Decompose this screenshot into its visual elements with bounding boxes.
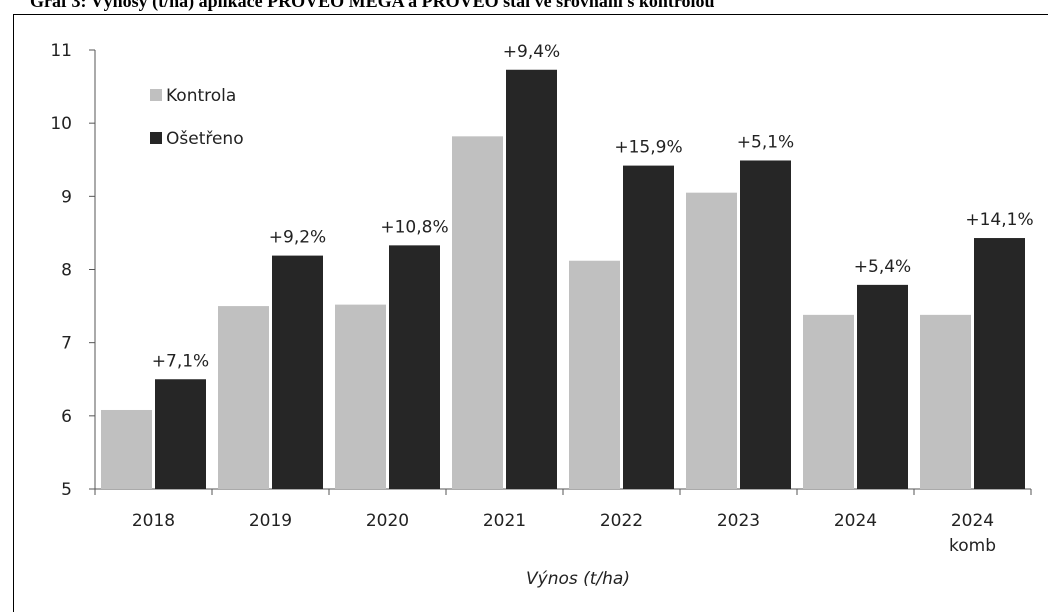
legend-swatch <box>150 89 162 101</box>
legend-swatch <box>150 132 162 144</box>
data-label: +5,4% <box>854 257 911 277</box>
bar-kontrola <box>101 409 152 489</box>
chart-frame <box>13 14 1048 612</box>
data-label: +9,2% <box>269 228 326 248</box>
axes: 5 6 7 8 9 10 11 2018 2019 2020 2021 2022 2023 2024 202… <box>50 41 1032 556</box>
x-tick-label: 2022 <box>600 511 643 531</box>
bar-osetreno <box>857 284 908 489</box>
bar-kontrola <box>920 314 971 489</box>
x-tick-label: 2020 <box>366 511 409 531</box>
data-labels: +7,1% +9,2% +10,8% +9,4% +15,9% +5,1% +5,4% +14… <box>152 42 1034 371</box>
x-tick-label: 2018 <box>132 511 175 531</box>
x-tick-label: 2024 komb <box>949 511 996 556</box>
bar-osetreno <box>623 165 674 489</box>
legend: Kontrola Ošetřeno <box>150 86 244 149</box>
data-label: +5,1% <box>737 132 794 152</box>
data-label: +7,1% <box>152 351 209 371</box>
data-label: +9,4% <box>503 42 560 62</box>
chart-title: Graf 3: Výnosy (t/ha) aplikace PROVEO ME… <box>30 0 715 11</box>
x-tick-label: 2019 <box>249 511 292 531</box>
bar-osetreno <box>506 69 557 489</box>
x-tick-label: 2021 <box>483 511 526 531</box>
x-tick-label: 2024 <box>834 511 877 531</box>
data-label: +14,1% <box>965 210 1033 230</box>
bar-kontrola <box>335 304 386 489</box>
bar-osetreno <box>740 160 791 489</box>
bar-osetreno <box>389 245 440 489</box>
bar-kontrola <box>686 192 737 490</box>
bar-kontrola <box>803 314 854 489</box>
y-tick-label: 8 <box>61 261 72 281</box>
legend-label: Ošetřeno <box>166 129 244 149</box>
y-tick-label: 9 <box>61 187 72 207</box>
x-tick-label: 2023 <box>717 511 760 531</box>
bar-osetreno <box>974 238 1025 489</box>
bar-kontrola <box>569 260 620 489</box>
legend-label: Kontrola <box>166 86 236 106</box>
bar-osetreno <box>272 255 323 489</box>
data-label: +15,9% <box>614 138 682 158</box>
bar-kontrola <box>452 136 503 489</box>
data-label: +10,8% <box>380 217 448 237</box>
bar-kontrola <box>218 306 269 489</box>
y-tick-label: 6 <box>61 407 72 427</box>
bar-osetreno <box>155 379 206 489</box>
y-tick-label: 11 <box>50 41 72 61</box>
bars <box>101 69 1025 490</box>
y-tick-label: 5 <box>61 480 72 500</box>
y-tick-label: 7 <box>61 334 72 354</box>
y-tick-label: 10 <box>50 114 72 134</box>
x-axis-title: Výnos (t/ha) <box>526 569 630 589</box>
